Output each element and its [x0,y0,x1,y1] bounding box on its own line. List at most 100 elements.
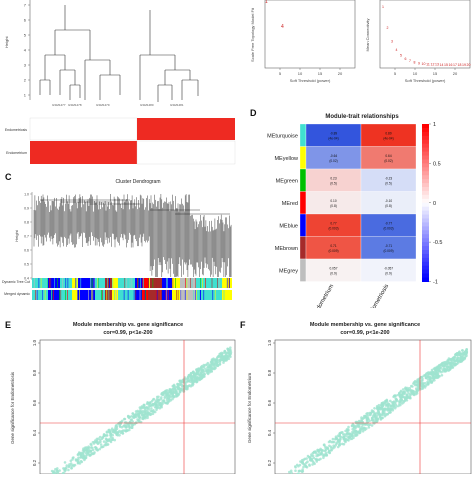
heatmap-cell [360,123,417,147]
scatter-ytick: 0.8 [267,369,272,376]
trait-row-label-1: Endometriosis [5,128,27,132]
svg-text:GSM1479: GSM1479 [96,103,110,107]
heatmap-cell [305,168,362,192]
heatmap-cell-value: 0.89 [385,131,391,135]
heatmap-cell-value: 0.77 [330,221,336,225]
scatter-ytick: 0.4 [267,429,272,436]
gene-dendrogram-leaves [33,194,232,277]
mean-connectivity-point: 7 [409,59,411,63]
colorbar-tick: -1 [433,280,438,286]
mean-connectivity-point: 4 [396,48,398,52]
soft-threshold-xtick: 10 [298,71,303,76]
heatmap-cell-value: 0.64 [385,154,391,158]
mean-connectivity-point: 15 [444,63,448,67]
scatter-f-ylabel: Gene significance for Endometrium [247,373,252,444]
scatter-ytick: 0.6 [267,399,272,406]
cluster-dendrogram-title: Cluster Dendrogram [115,179,160,185]
mean-connectivity-point: 19 [462,63,466,67]
mean-connectivity-point: 14 [440,63,444,67]
heatmap-cell [305,213,362,237]
mean-connectivity-point: 12 [431,63,435,67]
mean-connectivity-point: 16 [449,63,453,67]
scatter-e-subtitle: cor=0.99, p<1e-200 [103,330,152,336]
mean-connectivity-point: 2 [387,26,389,30]
cluster-ytick: 0.4 [24,276,29,280]
heatmap-cell [305,191,362,215]
trait-row-1-red [137,118,235,140]
soft-threshold-xtick: 15 [433,71,438,76]
cluster-ytick: 0.6 [24,248,29,252]
mean-connectivity-point: 8 [414,61,416,65]
heatmap-cell-value: 0.23 [330,176,336,180]
correlation-colorbar: 1 0.5 0 -0.5 -1 [422,122,442,286]
heatmap-cell-value: (0.9) [330,271,337,275]
soft-threshold-xtick: 5 [279,71,282,76]
module-label: MEgrey [279,268,298,274]
mean-connectivity-ylabel: Mean Connectivity [365,19,370,52]
panel-a-ytick: 6 [24,18,27,23]
trait-row-label-2: Endometrium [6,151,27,155]
heatmap-cell-value: (0.8) [330,204,337,208]
scatter-ytick: 0.2 [267,459,272,466]
mean-connectivity-xlabel: Soft Threshold (power) [405,78,446,83]
module-swatch [299,258,307,282]
scatter-e-title: Module membership vs. gene significance [73,322,183,328]
heatmap-cell-value: (0.5) [385,181,392,185]
mean-connectivity-point: 13 [435,63,439,67]
trait-row-1-white [29,117,138,141]
scatter-ytick: 0.4 [32,429,37,436]
mean-connectivity-point: 20 [467,63,471,67]
soft-threshold-xtick: 15 [318,71,323,76]
trait-row-2-white [136,140,236,165]
panel-a-ylabel: Height [4,36,9,48]
module-label: MEblue [279,223,298,229]
colorbar-tick: -0.5 [433,240,442,246]
cluster-ytick: 0.9 [24,206,29,210]
colorbar-tick: 1 [433,122,436,128]
svg-text:GSM1480: GSM1480 [140,103,154,107]
cluster-dendrogram-ylabel: Height [14,229,19,241]
svg-text:GSM1478: GSM1478 [68,103,82,107]
panel-b: Scale Free Topology Model Fit 1 4 5 10 15 2… [245,0,474,95]
heatmap-cell-value: (4e-04) [328,136,338,140]
scatter-endometrium: Module membership vs. gene significance … [247,322,472,476]
dynamic-tree-cut-colors [32,278,232,288]
cluster-ytick: 0.5 [24,262,29,266]
soft-threshold-xtick: 10 [413,71,418,76]
scatter-f-title: Module membership vs. gene significance [310,322,420,328]
heatmap-cell-value: 0.71 [330,244,336,248]
panel-a-ytick: 7 [24,3,27,8]
cluster-dendrogram: Cluster Dendrogram 1.0 0.9 0.8 0.7 0.6 0.5 0.4… [2,179,232,300]
heatmap-cell [360,213,417,237]
mean-connectivity-point: 18 [458,63,462,67]
module-swatch [299,168,307,192]
scatter-endometriosis: Module membership vs. gene significance … [10,322,236,475]
scatter-ytick: 1.0 [267,339,272,346]
heatmap-cell [305,236,362,260]
mean-connectivity-point: 9 [418,61,420,65]
heatmap-cell-value: (0.009) [383,249,393,253]
colorbar-tick: 0 [433,201,436,207]
heatmap-cell-value: 0.10 [330,199,336,203]
heatmap-cell [305,146,362,170]
module-swatch [299,236,307,260]
panel-label-e: E [5,320,12,330]
heatmap-cell-value: -0.057 [384,266,393,270]
heatmap-cell [360,236,417,260]
mean-connectivity-point: 5 [400,53,402,57]
svg-text:GSM1481: GSM1481 [170,103,184,107]
module-label: MEred [282,201,298,207]
heatmap-cell [360,146,417,170]
panel-a-ytick: 2 [24,78,27,83]
scale-free-xlabel: Soft Threshold (power) [290,78,331,83]
soft-threshold-xtick: 5 [394,71,397,76]
heatmap-cell-value: -0.10 [385,199,392,203]
heatmap-cell-value: -0.71 [385,244,392,248]
soft-threshold-xtick: 20 [453,71,458,76]
panel-f: Module membership vs. gene significance … [237,318,474,476]
panel-a-ytick: 3 [24,63,27,68]
heatmap-cell-value: (0.9) [385,271,392,275]
mean-connectivity-point: 6 [405,57,407,61]
scale-free-ylabel: Scale Free Topology Model Fit [250,7,255,62]
sample-dendrogram: 7 6 5 4 3 2 1 Height GSM1477 GSM1478 GSM1479 GSM… [4,0,236,165]
